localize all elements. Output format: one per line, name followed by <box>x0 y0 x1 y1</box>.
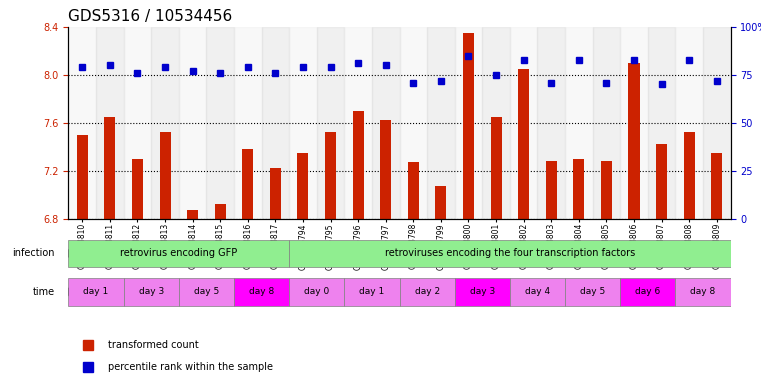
FancyBboxPatch shape <box>234 278 289 306</box>
Text: day 5: day 5 <box>580 287 605 296</box>
Bar <box>648 27 675 219</box>
Bar <box>206 27 234 219</box>
Bar <box>77 135 88 219</box>
Text: time: time <box>33 287 55 297</box>
Text: transformed count: transformed count <box>108 340 199 350</box>
Text: percentile rank within the sample: percentile rank within the sample <box>108 362 273 372</box>
FancyBboxPatch shape <box>400 278 454 306</box>
Bar <box>408 162 419 219</box>
Bar <box>683 132 695 219</box>
Text: day 8: day 8 <box>690 287 715 296</box>
Bar <box>104 117 116 219</box>
Bar <box>289 27 317 219</box>
Bar <box>656 144 667 219</box>
Bar <box>537 27 565 219</box>
Bar <box>712 153 722 219</box>
Bar <box>187 210 198 219</box>
Text: day 6: day 6 <box>635 287 661 296</box>
Text: retroviruses encoding the four transcription factors: retroviruses encoding the four transcrip… <box>385 248 635 258</box>
Bar <box>242 149 253 219</box>
Bar <box>565 27 593 219</box>
Bar <box>123 27 151 219</box>
FancyBboxPatch shape <box>68 240 289 267</box>
FancyBboxPatch shape <box>123 278 179 306</box>
Text: day 3: day 3 <box>139 287 164 296</box>
Bar <box>435 187 447 219</box>
Bar <box>234 27 262 219</box>
Text: retrovirus encoding GFP: retrovirus encoding GFP <box>120 248 237 258</box>
Text: day 3: day 3 <box>470 287 495 296</box>
Bar <box>317 27 344 219</box>
Bar <box>675 27 703 219</box>
Text: day 1: day 1 <box>84 287 109 296</box>
Bar <box>380 121 391 219</box>
Bar <box>68 27 96 219</box>
Text: day 4: day 4 <box>525 287 550 296</box>
Bar <box>546 161 557 219</box>
FancyBboxPatch shape <box>179 278 234 306</box>
Text: day 0: day 0 <box>304 287 330 296</box>
Bar <box>179 27 206 219</box>
FancyBboxPatch shape <box>344 278 400 306</box>
Bar <box>703 27 731 219</box>
Text: day 2: day 2 <box>415 287 440 296</box>
Bar <box>518 69 529 219</box>
Bar <box>620 27 648 219</box>
Bar <box>160 132 170 219</box>
Bar <box>491 117 501 219</box>
Bar <box>482 27 510 219</box>
Bar <box>372 27 400 219</box>
Bar <box>344 27 372 219</box>
FancyBboxPatch shape <box>565 278 620 306</box>
Bar <box>400 27 427 219</box>
FancyBboxPatch shape <box>68 278 123 306</box>
FancyBboxPatch shape <box>289 278 344 306</box>
Bar <box>298 153 308 219</box>
Bar <box>132 159 143 219</box>
Bar <box>629 63 639 219</box>
Bar <box>454 27 482 219</box>
Text: day 5: day 5 <box>194 287 219 296</box>
Bar <box>270 169 281 219</box>
Bar <box>463 33 474 219</box>
Bar <box>573 159 584 219</box>
Bar <box>151 27 179 219</box>
Text: infection: infection <box>12 248 55 258</box>
Text: day 1: day 1 <box>359 287 384 296</box>
Bar <box>262 27 289 219</box>
Bar <box>96 27 123 219</box>
Bar <box>593 27 620 219</box>
Bar <box>427 27 454 219</box>
Bar <box>601 161 612 219</box>
FancyBboxPatch shape <box>454 278 510 306</box>
Bar <box>352 111 364 219</box>
Text: GDS5316 / 10534456: GDS5316 / 10534456 <box>68 9 233 24</box>
Bar <box>510 27 537 219</box>
FancyBboxPatch shape <box>510 278 565 306</box>
Bar <box>325 132 336 219</box>
Bar <box>215 204 226 219</box>
FancyBboxPatch shape <box>289 240 731 267</box>
FancyBboxPatch shape <box>620 278 676 306</box>
Text: day 8: day 8 <box>249 287 274 296</box>
FancyArrow shape <box>60 287 72 296</box>
FancyBboxPatch shape <box>676 278 731 306</box>
FancyArrow shape <box>60 249 72 258</box>
